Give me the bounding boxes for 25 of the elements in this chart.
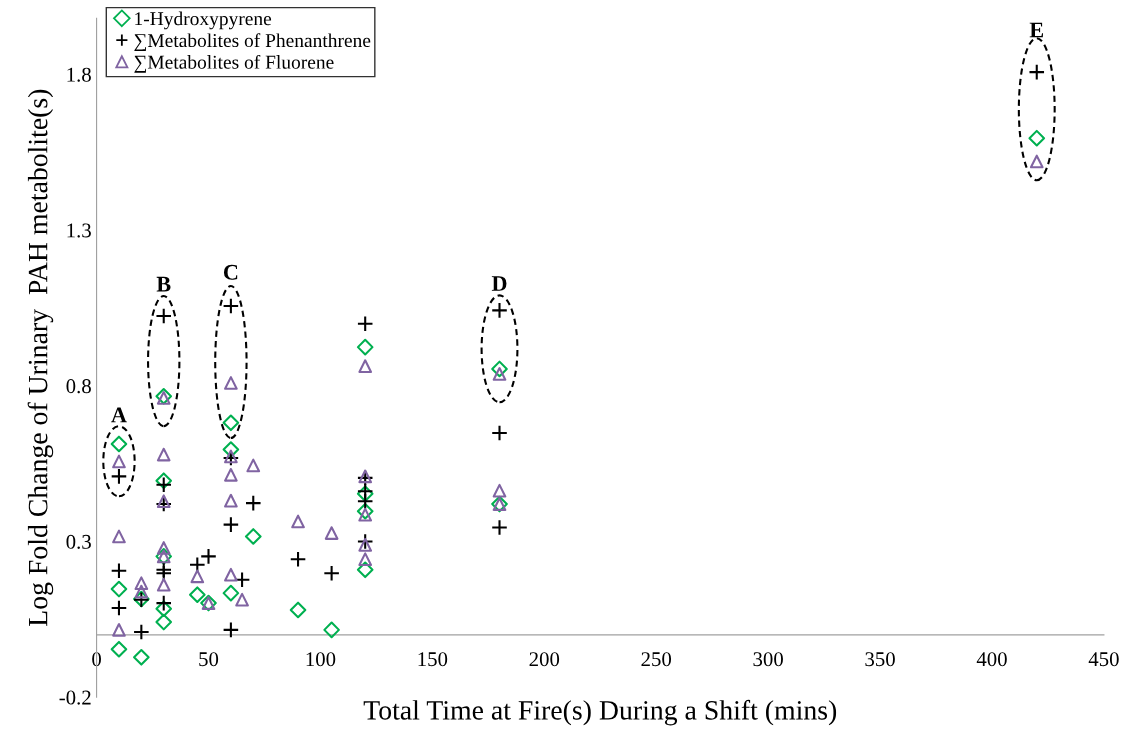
x-tick-label: 400	[976, 652, 1007, 667]
annotation: A	[111, 407, 127, 423]
x-tick-label: 50	[199, 652, 219, 667]
annotation: C	[223, 264, 238, 280]
x-tick-label: 100	[306, 652, 336, 667]
y-tick-label: 1.8	[67, 67, 91, 82]
y-tick-label: 1.3	[67, 223, 91, 238]
annotation: E	[1029, 22, 1044, 38]
x-tick-label: 0	[92, 652, 101, 667]
annotation: D	[491, 276, 507, 291]
y-tick-label: 0.8	[66, 379, 91, 394]
x-tick-label: 150	[418, 652, 448, 667]
legend-label: 1-Hydroxypyrene	[135, 11, 272, 30]
x-axis-title: Total Time at Fire(s) During a Shift (mins)	[363, 699, 837, 726]
y-tick-label: 0.3	[66, 534, 91, 549]
x-tick-label: 350	[865, 652, 895, 667]
annotation: B	[156, 276, 171, 292]
x-tick-label: 250	[641, 652, 672, 667]
y-axis-title: Log Fold Change of Urinary PAH metabolite(s)	[27, 89, 54, 627]
y-tick-label: -0.2	[59, 690, 91, 705]
x-tick-label: 300	[753, 652, 783, 667]
x-tick-label: 200	[529, 652, 560, 667]
legend-label: ∑Metabolites of Fluorene	[134, 54, 334, 73]
legend-label: ∑Metabolites of Phenanthrene	[134, 33, 371, 52]
x-tick-label: 450	[1088, 652, 1119, 667]
